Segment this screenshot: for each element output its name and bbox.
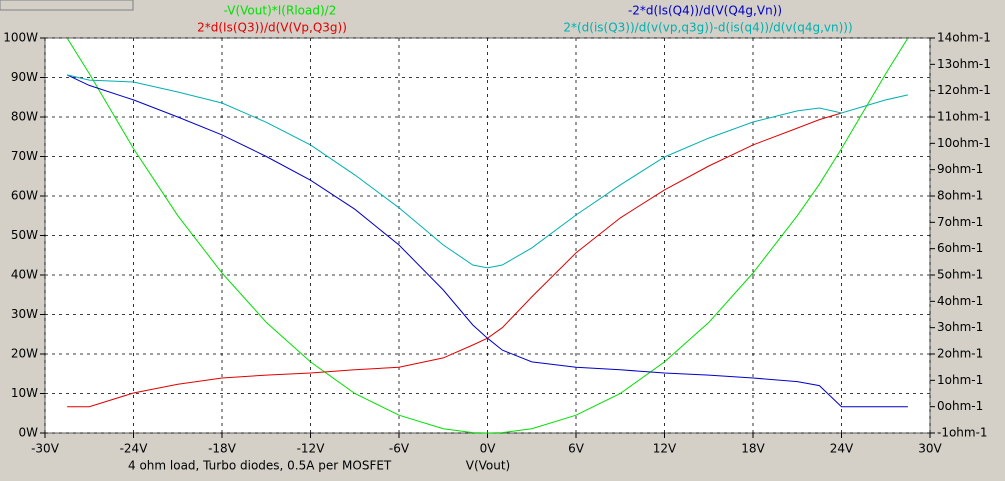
y-tick-label: 70W [11,149,38,163]
x-tick-label: -24V [120,442,149,456]
y-tick-label: 100W [3,31,38,45]
x-tick-label: 6V [568,442,585,456]
y2-tick-label: 7ohm-1 [937,215,983,229]
x-tick-label: 24V [830,442,854,456]
y-tick-label: 10W [11,386,38,400]
legend-label: 2*(d(is(Q3))/d(v(vp,q3g))-d(is(q4))/d(v(… [563,21,852,35]
frame-box [0,0,134,11]
x-tick-label: -18V [208,442,237,456]
y-tick-label: 80W [11,110,38,124]
y2-tick-label: -1ohm-1 [937,426,988,440]
series-line [67,112,842,408]
annotation: 4 ohm load, Turbo diodes, 0.5A per MOSFE… [128,459,392,473]
y-tick-label: 50W [11,228,38,242]
y2-tick-label: 6ohm-1 [937,241,983,255]
series-line [66,74,908,408]
y2-tick-label: 13ohm-1 [937,57,991,71]
y-tick-label: 20W [11,347,38,361]
y2-tick-label: 11ohm-1 [937,110,991,124]
y2-tick-label: 14ohm-1 [937,31,991,45]
y2-tick-label: 2ohm-1 [937,347,983,361]
y2-tick-label: 12ohm-1 [937,83,991,97]
x-tick-label: 30V [918,442,942,456]
y2-tick-label: 0ohm-1 [937,399,983,413]
y2-tick-label: 5ohm-1 [937,268,983,282]
y-tick-label: 60W [11,189,38,203]
y2-tick-label: 9ohm-1 [937,162,983,176]
x-tick-label: 0V [480,442,497,456]
y-tick-label: 0W [19,426,39,440]
x-tick-label: 18V [741,442,765,456]
series-line [66,37,909,434]
y2-tick-label: 10ohm-1 [937,136,991,150]
x-tick-label: -30V [31,442,60,456]
legend-label: -2*d(Is(Q4))/d(V(Q4g,Vn)) [628,4,782,18]
y2-tick-label: 8ohm-1 [937,189,983,203]
series-line [66,74,909,269]
x-tick-label: 12V [653,442,677,456]
legend-label: 2*d(Is(Q3))/d(V(Vp,Q3g)) [197,21,347,35]
x-tick-label: -6V [389,442,410,456]
y2-tick-label: 4ohm-1 [937,294,983,308]
y-tick-label: 90W [11,70,38,84]
y-tick-label: 40W [11,268,38,282]
y2-tick-label: 3ohm-1 [937,320,983,334]
legend-label: -V(Vout)*I(Rload)/2 [224,4,337,18]
y2-tick-label: 1ohm-1 [937,373,983,387]
y-tick-label: 30W [11,307,38,321]
x-tick-label: -12V [297,442,326,456]
x-axis-label: V(Vout) [466,459,511,473]
